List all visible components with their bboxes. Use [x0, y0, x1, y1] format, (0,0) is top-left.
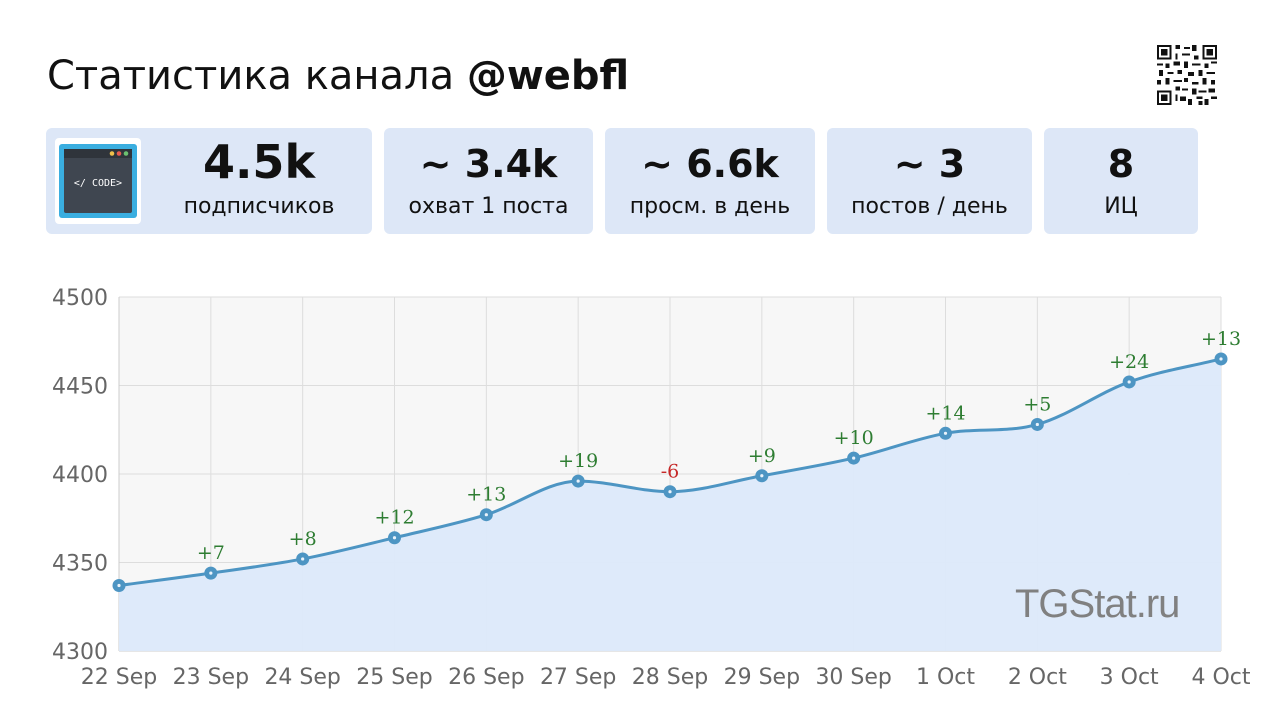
x-tick-label: 30 Sep: [815, 665, 891, 690]
data-label: +19: [558, 450, 598, 472]
reach-label: охват 1 поста: [408, 194, 569, 219]
daily-views-card: ~ 6.6k просм. в день: [605, 128, 815, 234]
page-title: Статистика канала @webfl: [47, 50, 629, 102]
data-label: +24: [1109, 351, 1149, 373]
x-tick-label: 3 Oct: [1100, 665, 1159, 690]
data-label: +13: [1201, 328, 1241, 350]
data-label: +8: [289, 528, 317, 550]
x-tick-label: 24 Sep: [264, 665, 340, 690]
code-window-icon: </ CODE>: [59, 144, 137, 218]
x-tick-label: 27 Sep: [540, 665, 616, 690]
citation-index-value: 8: [1107, 142, 1135, 186]
y-tick-label: 4500: [52, 286, 108, 311]
data-label: +7: [197, 542, 225, 564]
title-prefix: Статистика канала: [47, 53, 467, 99]
citation-index-card: 8 ИЦ: [1044, 128, 1198, 234]
data-label: +10: [834, 427, 874, 449]
data-label: +9: [748, 445, 776, 467]
data-point-center: [484, 513, 488, 517]
data-point-center: [301, 557, 305, 561]
x-tick-label: 25 Sep: [356, 665, 432, 690]
x-tick-label: 22 Sep: [81, 665, 157, 690]
data-point-center: [668, 490, 672, 494]
y-tick-label: 4350: [52, 552, 108, 577]
x-tick-label: 23 Sep: [173, 665, 249, 690]
x-tick-label: 26 Sep: [448, 665, 524, 690]
data-label: -6: [661, 461, 680, 483]
channel-handle: @webfl: [466, 53, 630, 99]
daily-views-label: просм. в день: [629, 194, 791, 219]
subscribers-card: </ CODE> 4.5k подписчиков: [46, 128, 372, 234]
reach-value: ~ 3.4k: [419, 142, 558, 186]
daily-views-value: ~ 6.6k: [641, 142, 779, 186]
data-label: +5: [1023, 393, 1051, 415]
posts-per-day-label: постов / день: [851, 194, 1008, 219]
reach-card: ~ 3.4k охват 1 поста: [384, 128, 593, 234]
data-point-center: [576, 479, 580, 483]
x-tick-label: 29 Sep: [724, 665, 800, 690]
subscribers-chart: 4300 4350 4400 4450 4500 22 Sep 23 Sep 24 Sep 25…: [52, 286, 1251, 690]
series-area: [119, 358, 1221, 651]
citation-index-label: ИЦ: [1104, 194, 1138, 219]
subscribers-label: подписчиков: [183, 194, 335, 219]
data-point-center: [852, 456, 856, 460]
subscribers-value: 4.5k: [202, 135, 316, 189]
data-label: +12: [374, 507, 414, 529]
y-tick-label: 4400: [52, 463, 108, 488]
avatar-code-text: </ CODE>: [74, 178, 122, 189]
data-point-center: [392, 536, 397, 540]
data-point-center: [760, 474, 764, 478]
x-tick-label: 4 Oct: [1191, 665, 1250, 690]
x-tick-label: 2 Oct: [1008, 665, 1067, 690]
data-point-center: [209, 571, 213, 575]
qr-code-icon: [1157, 45, 1217, 105]
data-label: +13: [466, 484, 506, 506]
tgstat-watermark: TGStat.ru: [1015, 582, 1180, 626]
data-point-center: [1219, 357, 1223, 361]
x-tick-label: 1 Oct: [916, 665, 975, 690]
data-point-center: [943, 431, 948, 435]
x-tick-label: 28 Sep: [632, 665, 708, 690]
data-point-center: [1127, 380, 1131, 384]
data-label: +14: [925, 402, 965, 424]
y-tick-label: 4300: [52, 640, 108, 665]
data-point-center: [1035, 422, 1039, 427]
data-point-center: [117, 583, 121, 588]
channel-avatar: </ CODE>: [55, 138, 141, 224]
posts-per-day-value: ~ 3: [893, 142, 966, 186]
y-tick-label: 4450: [52, 375, 108, 400]
posts-per-day-card: ~ 3 постов / день: [827, 128, 1032, 234]
